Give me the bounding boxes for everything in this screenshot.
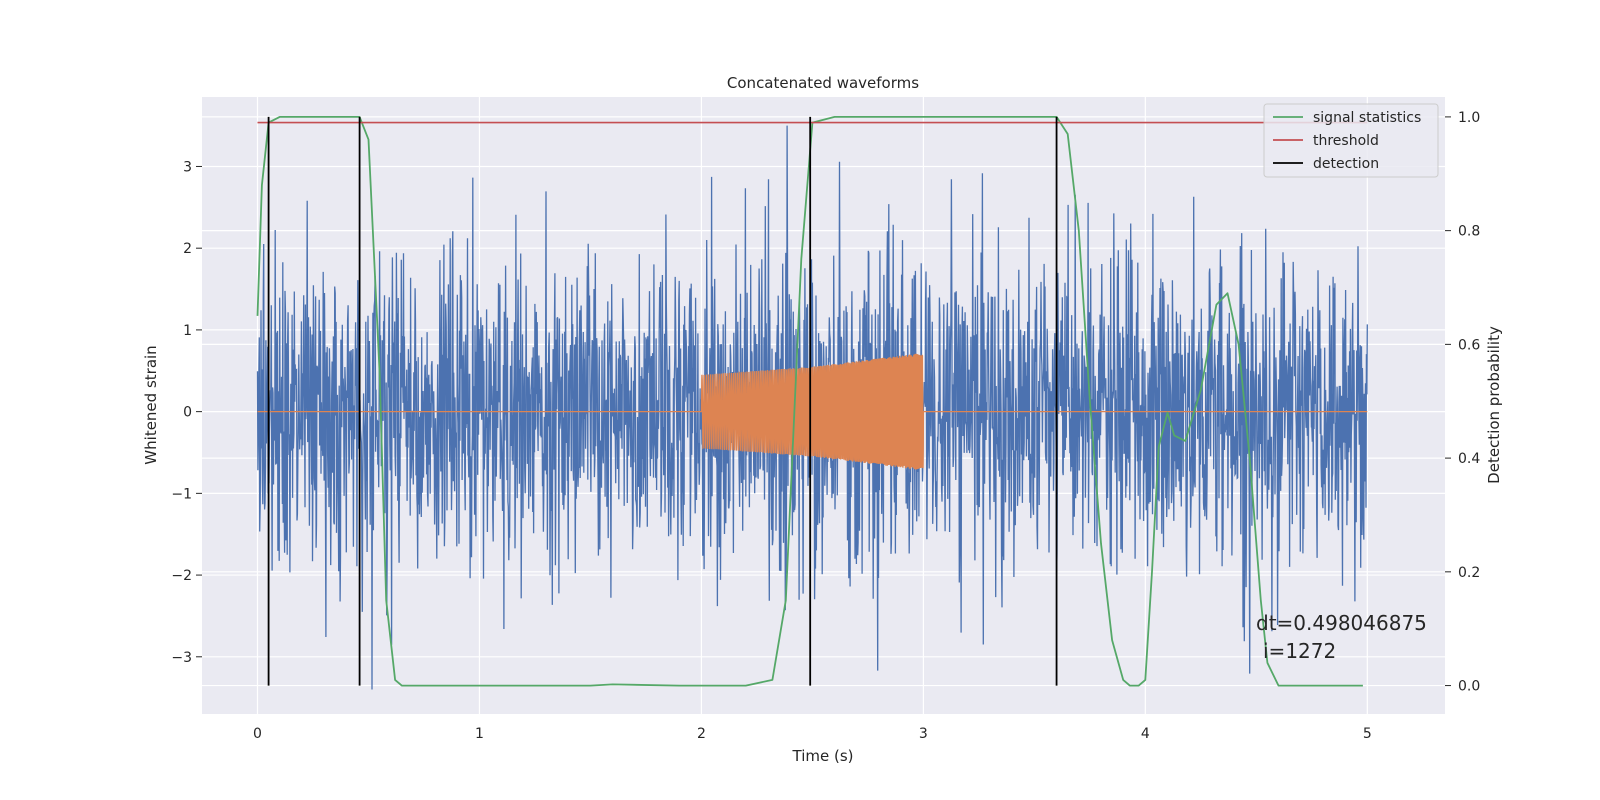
y-right-tick-label: 0.8 [1458,224,1480,240]
chart-title: Concatenated waveforms [727,74,919,92]
strain-noise-series [256,125,1368,690]
x-tick-label: 2 [697,726,706,742]
y-left-tick-label: −3 [171,650,192,666]
y-left-tick-label: −2 [171,568,192,584]
x-tick-label: 5 [1363,726,1372,742]
x-tick-label: 0 [253,726,262,742]
legend-label: threshold [1313,133,1379,149]
x-tick-label: 4 [1141,726,1150,742]
annotation-i: i=1272 [1263,639,1336,663]
y-left-tick-label: −1 [171,486,192,502]
legend: signal statistics threshold detection [1263,103,1439,178]
injected-chirp-series [257,353,1368,470]
y-right-tick-label: 0.0 [1458,679,1480,695]
y-left-tick-label: 3 [183,159,192,175]
legend-frame [1263,103,1439,178]
y-right-tick-label: 1.0 [1458,110,1480,126]
legend-label: detection [1313,156,1379,172]
x-tick-label: 1 [475,726,484,742]
legend-label: signal statistics [1313,110,1421,126]
y-left-tick-label: 1 [183,323,192,339]
y-right-tick-label: 0.6 [1458,337,1480,353]
y-left-tick-label: 0 [183,405,192,421]
x-tick-label: 3 [919,726,928,742]
annotation-dt: dt=0.498046875 [1256,611,1427,635]
data-layer [256,116,1368,690]
y-right-tick-label: 0.4 [1458,451,1480,467]
y-right-tick-label: 0.2 [1458,565,1480,581]
x-axis-label: Time (s) [792,747,854,765]
y-axis-label-left: Whitened strain [142,345,160,464]
y-axis-label-right: Detection probability [1485,326,1503,484]
y-left-tick-label: 2 [183,241,192,257]
signal-statistics-line [256,116,1363,687]
axes: 0 1 2 3 4 5 3 2 1 0 −1 −2 −3 1.0 0.8 0.6 0.4 0.2 0.0 [171,110,1480,742]
